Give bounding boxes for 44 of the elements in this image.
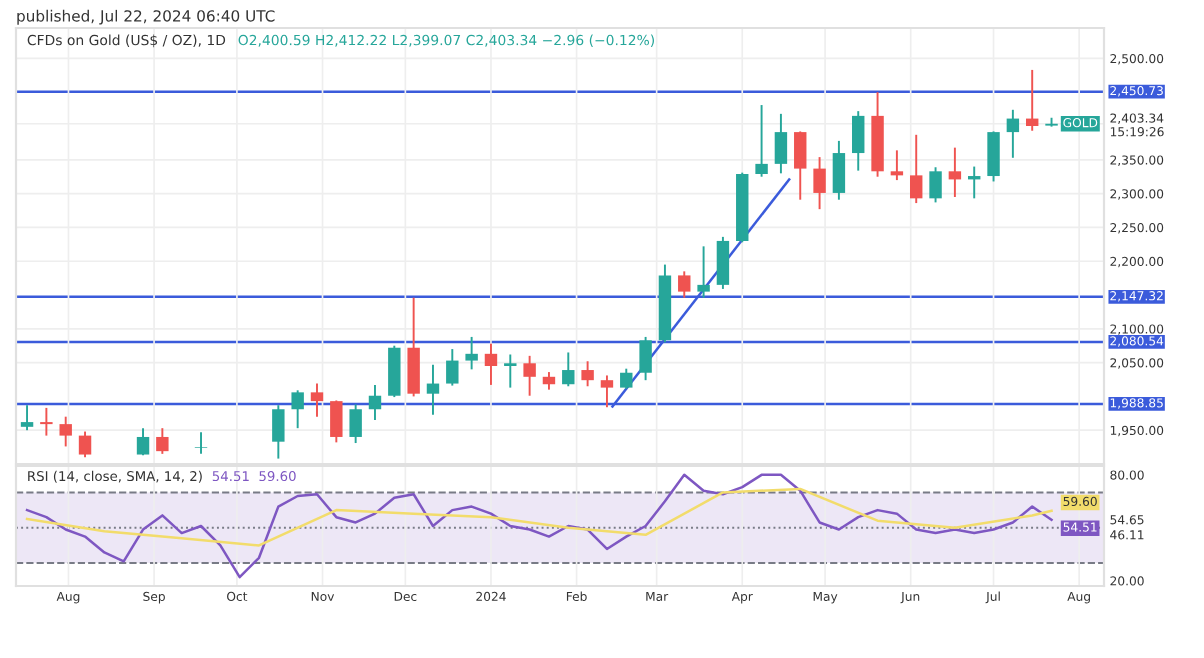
- candlestick: [368, 383, 382, 422]
- candlestick: [523, 354, 536, 397]
- candlestick: [310, 382, 324, 418]
- candlestick: [59, 415, 72, 448]
- candlestick: [620, 367, 633, 390]
- candlestick: [446, 348, 459, 387]
- candlestick: [755, 104, 768, 178]
- candlestick: [600, 374, 614, 409]
- candlestick: [388, 344, 401, 399]
- candlestick: [639, 335, 652, 382]
- candlestick: [678, 270, 691, 299]
- candlestick: [78, 430, 92, 459]
- candlestick: [136, 427, 150, 457]
- candlestick: [832, 139, 846, 201]
- line-series: [25, 487, 1053, 547]
- candlestick: [349, 403, 362, 445]
- candlestick: [910, 133, 923, 205]
- candlestick: [948, 146, 962, 198]
- candlestick: [504, 353, 517, 389]
- candlestick: [987, 130, 1000, 183]
- candlestick: [1006, 108, 1020, 159]
- candlestick: [774, 112, 788, 175]
- candlestick: [291, 389, 304, 430]
- candlestick: [407, 296, 420, 398]
- candlestick: [465, 335, 478, 371]
- candlestick: [794, 130, 807, 201]
- candlestick: [1025, 68, 1039, 132]
- candlestick: [852, 110, 865, 172]
- candlestick: [20, 404, 34, 432]
- line-series: [25, 473, 1053, 579]
- candlestick: [813, 156, 826, 211]
- candlestick: [890, 149, 904, 182]
- candlestick: [194, 431, 208, 455]
- candlestick: [272, 404, 285, 460]
- candlestick: [156, 427, 169, 455]
- candlestick: [426, 363, 440, 416]
- candlestick: [697, 245, 710, 299]
- candlestick: [929, 166, 942, 204]
- candlestick: [716, 235, 730, 290]
- candlestick: [562, 351, 575, 388]
- candlestick: [40, 406, 53, 437]
- candlestick: [330, 399, 343, 444]
- candlestick: [484, 342, 498, 386]
- candlestick: [581, 360, 594, 388]
